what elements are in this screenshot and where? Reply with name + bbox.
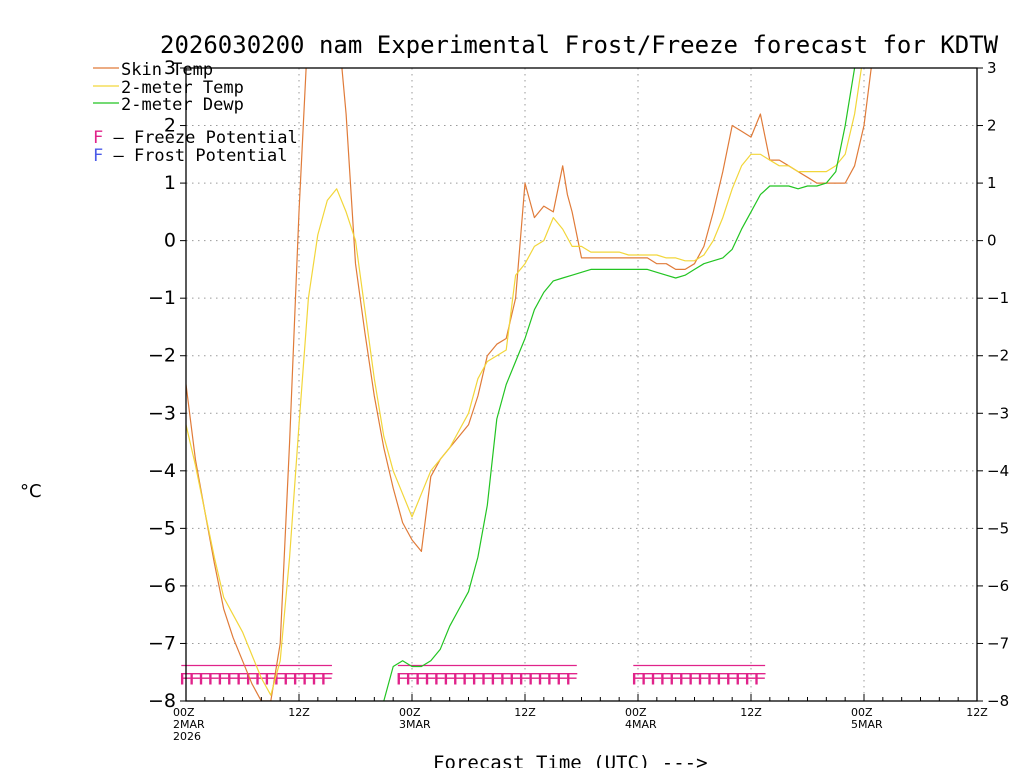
gridlines (186, 68, 977, 701)
x-tick-label: 00Z (173, 706, 195, 719)
y-tick-label-right: −5 (987, 519, 1009, 537)
legend-label-f-freeze-potential: F – Freeze Potential (93, 128, 298, 148)
x-tick-label: 12Z (514, 706, 536, 719)
freeze-flag-letters: FFFFFFFFFFFFFF (630, 669, 766, 688)
y-tick-label-left: −1 (148, 287, 176, 309)
plot-frame (185, 67, 978, 702)
x-tick-label: 12Z (966, 706, 988, 719)
chart-title: 2026030200 nam Experimental Frost/Freeze… (160, 31, 999, 59)
y-tick-label-right: 0 (987, 232, 997, 250)
legend-label-skin-temp: Skin Temp (121, 60, 213, 80)
y-tick-label-right: −2 (987, 347, 1009, 365)
y-tick-label-right: 2 (987, 117, 997, 135)
legend-label-2-meter-dewp: 2-meter Dewp (121, 95, 244, 115)
x-tick-label: 5MAR (851, 718, 883, 731)
x-tick-label: 00Z (851, 706, 873, 719)
y-tick-label-left: −2 (148, 345, 176, 367)
y-tick-label-right: −1 (987, 289, 1009, 307)
y-tick-label-left: −7 (148, 632, 176, 654)
y-tick-label-right: −8 (987, 692, 1009, 710)
x-tick-label: 3MAR (399, 718, 431, 731)
x-tick-label: 00Z (399, 706, 421, 719)
y-tick-label-left: −3 (148, 402, 176, 424)
y-tick-label-right: −6 (987, 577, 1009, 595)
y-axis-left: −8 −7 −6 −5 −4 −3 −2 −1 0 1 2 3 (148, 57, 186, 712)
y-tick-label-right: −7 (987, 634, 1009, 652)
y-tick-label-right: 1 (987, 174, 997, 192)
y-tick-label-left: −4 (148, 460, 176, 482)
y-tick-label-left: 1 (164, 172, 176, 194)
y-tick-label-left: 0 (164, 230, 176, 252)
y-tick-label-right: −3 (987, 404, 1009, 422)
legend-label-f-frost-potential: F – Frost Potential (93, 146, 287, 166)
x-tick-label: 4MAR (625, 718, 657, 731)
series-lines (186, 68, 872, 701)
y-tick-label-left: −6 (148, 575, 176, 597)
freeze-flag-letters: FFFFFFFFFFFFFFFFFFF (395, 669, 578, 688)
y-tick-label-left: −5 (148, 517, 176, 539)
y-axis-label: °C (20, 481, 42, 502)
y-tick-label-left: −8 (148, 690, 176, 712)
y-tick-label-left: 2 (164, 115, 176, 137)
y-tick-label-left: 3 (164, 57, 176, 79)
legend-label-2-meter-temp: 2-meter Temp (121, 78, 244, 98)
x-tick-label: 00Z (625, 706, 647, 719)
series-line-skin-temp (186, 68, 872, 701)
y-tick-label-right: −4 (987, 462, 1009, 480)
freeze-frost-flags: FFFFFFFFFFFFFFFF FFFFFFFFFFFFFFFFFFF FFFFF… (178, 664, 769, 688)
y-tick-label-right: 3 (987, 59, 997, 77)
series-line-2-meter-temp (186, 68, 863, 696)
x-tick-label: 2MAR (173, 718, 205, 731)
series-line-2-meter-dewp (383, 68, 856, 701)
y-axis-right: −8 −7 −6 −5 −4 −3 −2 −1 0 1 2 3 (977, 59, 1009, 710)
x-tick-label: 2026 (173, 730, 201, 743)
x-axis-label: Forecast Time (UTC) ---> (433, 752, 708, 768)
x-tick-label: 12Z (288, 706, 310, 719)
x-tick-label: 12Z (740, 706, 762, 719)
freeze-flag-letters: FFFFFFFFFFFFFFFF (178, 669, 333, 688)
